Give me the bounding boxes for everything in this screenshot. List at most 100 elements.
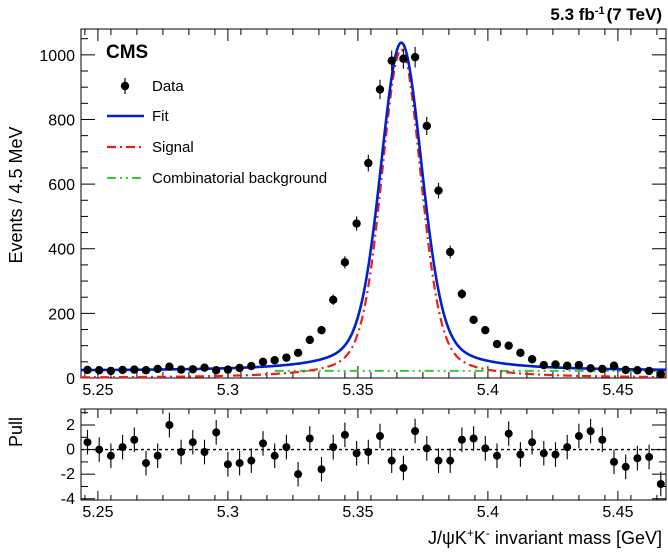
pull-point [364,448,373,457]
pull-y-tick-label: 2 [66,417,75,434]
data-point [621,365,630,375]
data-point [410,52,420,62]
data-point [293,348,303,357]
data-point [633,366,642,375]
main-axes: 5.25 5.3 5.35 5.4 5.45 0 200 400 600 800 1000 [39,29,666,399]
data-point [176,365,186,374]
pull-point [422,444,431,453]
data-point [212,366,221,375]
data-point [563,361,572,370]
pull-point [457,435,466,444]
data-point [141,366,151,375]
pull-point [469,434,478,443]
data-point [200,363,209,372]
data-point [516,348,525,357]
x-tick-label: 5.4 [477,382,499,399]
pull-axis-label: Pull [6,417,26,447]
pull-point [645,452,654,461]
y-tick-label: 400 [48,242,75,259]
pull-point [352,449,361,458]
x-tick-label: 5.45 [602,382,633,399]
x-axis-label: J/ψK+K- invariant mass [GeV] [428,526,662,548]
data-point [118,365,127,375]
legend-item-background: Combinatorial background [107,170,327,187]
y-tick-label: 0 [66,371,75,388]
data-point [539,360,548,370]
pull-point [305,434,314,443]
legend-item-fit: Fit [107,108,169,125]
luminosity-energy-label: 5.3 fb-1 (7 TeV) [550,5,662,24]
pull-points [83,412,665,497]
y-tick-label: 800 [48,112,75,129]
data-point [329,295,338,304]
data-point [644,366,654,376]
data-point [153,364,162,374]
pull-point [586,427,595,436]
data-point [422,121,431,131]
pull-point [551,450,560,459]
pull-point [294,470,303,479]
pull-x-tick-label: 5.35 [342,504,373,521]
data-point [387,56,396,65]
data-point [247,361,256,371]
data-point [527,355,537,364]
pull-point [247,456,256,465]
pull-point [130,435,139,444]
data-point [165,362,174,371]
data-point [492,339,502,349]
data-point [457,289,467,299]
pull-point [188,438,197,447]
data-point [598,364,607,374]
data-point [317,325,326,335]
pull-point [633,454,642,463]
data-point [364,158,373,168]
pull-point [610,457,618,466]
pull-point [621,462,630,471]
data-points [83,46,665,379]
pull-point [399,464,408,473]
data-point [434,186,443,195]
pull-point [411,427,420,436]
pull-x-tick-label: 5.4 [477,504,499,521]
pull-point [563,443,572,452]
pull-point [446,456,455,465]
pull-point [528,438,537,447]
pull-x-tick-label: 5.45 [602,504,633,521]
legend-item-signal: Signal [107,139,194,156]
legend-signal-label: Signal [152,139,194,156]
legend-fit-label: Fit [152,108,169,125]
x-tick-label: 5.25 [82,382,113,399]
pull-point [235,459,244,468]
main-plot-frame [80,28,667,379]
pull-point [504,429,513,438]
data-point [83,365,92,375]
pull-point [142,459,150,468]
pull-point [493,451,501,460]
data-point [504,341,513,350]
y-tick-label: 1000 [39,48,75,65]
pull-point [376,432,384,441]
x-tick-label: 5.3 [217,382,239,399]
pull-point [259,439,267,448]
data-point [282,353,291,362]
legend-data-marker [120,81,130,91]
pull-y-tick-label: -4 [61,491,75,508]
data-point [481,325,490,335]
data-point [609,361,619,370]
pull-point [165,420,174,429]
data-point [305,335,314,345]
data-point [106,366,116,376]
data-point [95,366,104,375]
legend-background-label: Combinatorial background [152,170,327,187]
signal-curve [80,48,667,379]
pull-point [106,451,115,460]
pull-point [481,444,490,453]
pull-point [516,450,525,459]
data-point [223,365,233,374]
pull-plot-frame [80,408,667,501]
data-point [586,364,595,373]
pull-point [539,449,548,458]
data-point [399,54,408,63]
data-point [656,369,665,379]
